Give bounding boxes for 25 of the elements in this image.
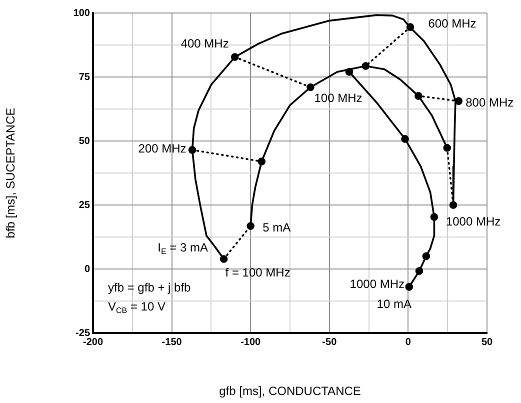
y-tick-label: 50 — [78, 136, 90, 147]
annotation: yfb = gfb + j bfb — [108, 280, 192, 294]
annotation: 200 MHz — [138, 141, 186, 156]
annotation: 10 mA — [376, 297, 412, 312]
y-tick-label: 0 — [84, 264, 90, 275]
x-tick-label: -100 — [240, 336, 262, 348]
y-tick-label: 25 — [78, 200, 90, 211]
y-tick-label: -25 — [76, 328, 90, 339]
annotation: 800 MHz — [466, 95, 514, 110]
x-axis-title: gfb [ms], CONDUCTANCE — [219, 384, 361, 398]
annotation: 600 MHz — [428, 16, 476, 30]
y-tick-label: 75 — [78, 72, 90, 83]
annotation: 1000 MHz — [350, 277, 405, 292]
y-tick-label: 100 — [73, 8, 90, 19]
x-tick-label: -150 — [162, 336, 182, 348]
x-tick-label: 50 — [481, 336, 493, 348]
y-axis-title: bfb [ms], SUCEPTANCE — [4, 108, 18, 238]
x-tick-label: -50 — [322, 336, 338, 348]
annotation: 100 MHz — [314, 91, 362, 106]
annotation: 400 MHz — [180, 36, 229, 50]
x-tick-label: -200 — [82, 336, 104, 348]
annotation: f = 100 MHz — [225, 265, 290, 280]
annotation: 5 mA — [262, 220, 291, 234]
x-tick-label: 0 — [405, 336, 412, 348]
annotation: 1000 MHz — [446, 214, 501, 228]
